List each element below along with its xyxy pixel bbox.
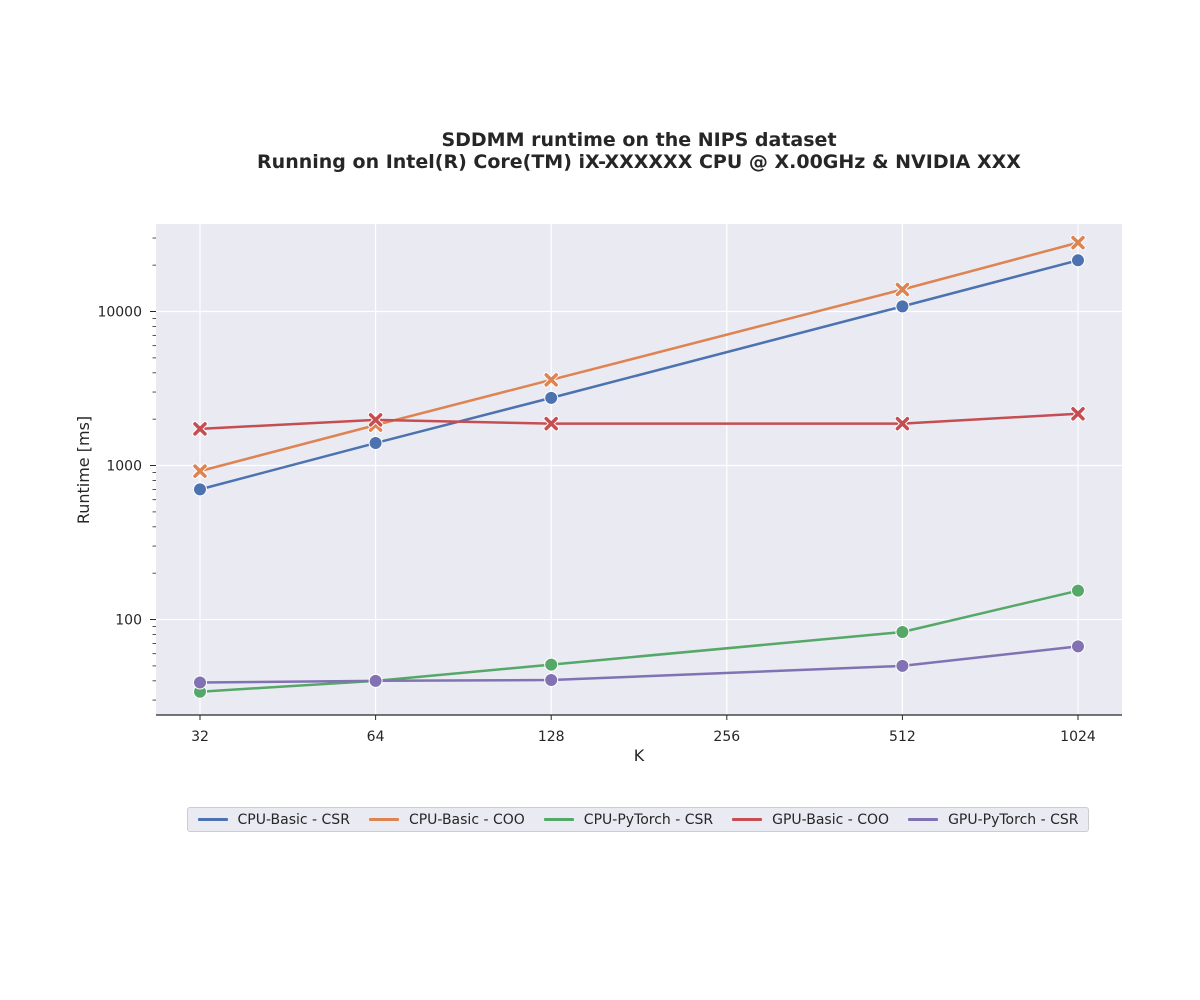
series-layer (192, 234, 1086, 699)
data-point (1071, 583, 1085, 598)
legend-swatch (908, 818, 939, 821)
grid (156, 224, 1122, 715)
legend-swatch (197, 818, 228, 821)
x-tick-label: 128 (538, 729, 565, 745)
x-tick-label: 1024 (1060, 729, 1096, 745)
plot-area (156, 224, 1122, 715)
data-point (894, 281, 911, 298)
legend-item: CPU-Basic - CSR (197, 811, 350, 828)
data-point (543, 415, 559, 432)
data-point (192, 421, 208, 437)
data-point (895, 658, 910, 673)
legend-label: GPU-PyTorch - CSR (948, 811, 1079, 828)
data-point (544, 673, 559, 688)
data-point (367, 412, 384, 428)
x-tick-label: 32 (191, 729, 209, 745)
data-point (895, 299, 910, 314)
data-point (1071, 253, 1085, 268)
y-axis-label: Runtime [ms] (74, 416, 93, 524)
legend-item: CPU-Basic - COO (368, 811, 525, 828)
x-axis-label: K (634, 746, 645, 765)
chart-title: SDDMM runtime on the NIPS dataset (441, 129, 837, 151)
y-tick-label: 100 (115, 613, 142, 629)
legend: CPU-Basic - CSR CPU-Basic - COO CPU-PyTorc… (187, 807, 1089, 832)
legend-item: GPU-PyTorch - CSR (908, 812, 1078, 828)
data-point (368, 673, 383, 688)
data-point (544, 390, 559, 405)
x-tick-label: 256 (713, 729, 740, 745)
legend-label: CPU-PyTorch - CSR (583, 811, 714, 828)
data-point (894, 415, 911, 432)
data-point (1070, 405, 1086, 422)
legend-swatch (732, 818, 763, 821)
legend-label: CPU-Basic - CSR (237, 811, 350, 828)
legend-swatch (368, 818, 399, 821)
x-tick-label: 64 (367, 729, 385, 745)
data-point (895, 625, 910, 640)
data-point (193, 482, 207, 497)
ticks: 32 64 128 256 512 1024 100 1000 10000 (97, 237, 1096, 745)
chart-subtitle: Running on Intel(R) Core(TM) iX-XXXXXX C… (257, 151, 1021, 173)
data-point (193, 675, 207, 690)
data-point (192, 463, 208, 479)
legend-label: GPU-Basic - COO (772, 811, 890, 828)
data-point (368, 436, 383, 451)
y-tick-label: 1000 (106, 459, 142, 475)
data-point (1071, 639, 1085, 654)
legend-label: CPU-Basic - COO (408, 811, 525, 828)
data-point (543, 372, 559, 388)
legend-swatch (543, 818, 574, 821)
data-point (1070, 234, 1086, 251)
legend-item: GPU-Basic - COO (732, 812, 889, 828)
data-point (544, 657, 559, 672)
y-tick-label: 10000 (97, 305, 142, 321)
legend-item: CPU-PyTorch - CSR (543, 811, 714, 828)
x-tick-label: 512 (889, 729, 916, 745)
